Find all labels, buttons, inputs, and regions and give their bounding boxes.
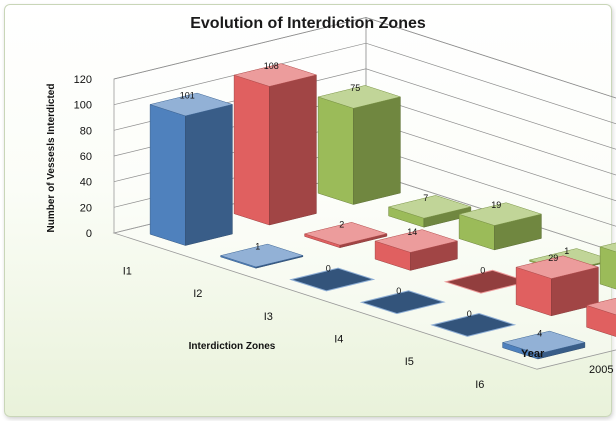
y-tick-label: 60 [80, 151, 92, 163]
data-label: 4 [537, 329, 542, 339]
chart-title: Evolution of Interdiction Zones [190, 15, 426, 32]
bar [374, 229, 459, 271]
x-tick-label: I2 [193, 288, 202, 300]
x-axis-title: Interdiction Zones [189, 341, 276, 352]
z-axis-title: Year [521, 348, 545, 360]
bar [359, 290, 446, 315]
y-axis-title: Number of Vessesls Interdicted [46, 84, 57, 233]
y-tick-label: 120 [74, 74, 92, 86]
depth-tick-label: 2005 [589, 364, 613, 376]
x-tick-label: I4 [334, 333, 343, 345]
y-tick-label: 100 [74, 100, 92, 112]
data-label: 2 [339, 220, 344, 230]
data-label: 1 [255, 242, 260, 252]
gridline [113, 42, 616, 125]
data-label: 101 [180, 91, 195, 101]
bar [599, 242, 616, 290]
bar [515, 255, 600, 317]
y-tick-label: 80 [80, 125, 92, 137]
gridline [113, 17, 616, 99]
data-label: 0 [480, 266, 485, 276]
bar [458, 202, 543, 251]
bar [317, 85, 402, 205]
x-tick-label: I3 [264, 311, 273, 323]
bar [149, 92, 234, 246]
y-tick-label: 40 [80, 177, 92, 189]
data-label: 0 [467, 309, 472, 319]
x-tick-label: I5 [405, 356, 414, 368]
data-label: 19 [491, 200, 501, 210]
data-label: 7 [423, 193, 428, 203]
bar [501, 330, 586, 360]
data-label: 75 [350, 83, 360, 93]
bar [219, 243, 304, 269]
data-label: 0 [326, 264, 331, 274]
data-label: 14 [407, 227, 417, 237]
x-tick-label: I6 [475, 379, 484, 391]
bar [289, 267, 376, 292]
x-tick-label: I1 [123, 265, 132, 277]
y-tick-label: 20 [80, 202, 92, 214]
bar [303, 222, 388, 249]
data-label: 108 [264, 61, 279, 71]
data-label: 1 [564, 246, 569, 256]
data-label: 0 [396, 286, 401, 296]
data-label: 29 [548, 253, 558, 263]
bar [233, 63, 318, 226]
bar [430, 312, 517, 337]
y-tick-label: 0 [86, 228, 92, 240]
bar [387, 195, 472, 228]
bar [585, 297, 616, 337]
